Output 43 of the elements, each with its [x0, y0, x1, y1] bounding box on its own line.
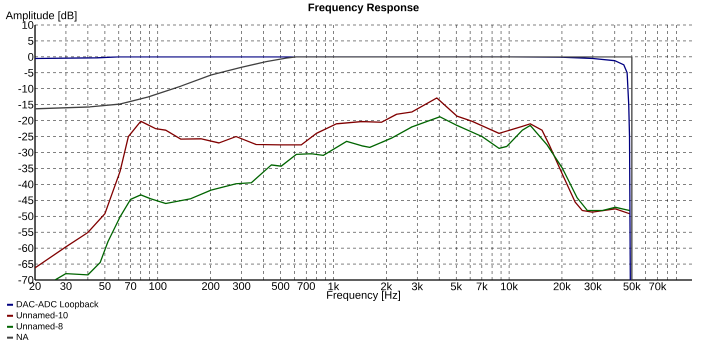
- y-tick-label: -10: [18, 84, 34, 93]
- legend-label: NA: [16, 334, 29, 340]
- y-tick-label: 10: [22, 21, 34, 29]
- x-tick-label: 200: [202, 282, 220, 290]
- y-tick-label: 5: [28, 37, 34, 45]
- x-tick-label: 30k: [584, 282, 602, 290]
- chart-title: Frequency Response: [308, 4, 419, 14]
- x-tick-label: 7k: [476, 282, 488, 290]
- y-tick-label: -25: [18, 132, 34, 140]
- y-tick-label: -70: [18, 276, 34, 284]
- y-tick-label: -5: [24, 68, 34, 77]
- x-tick-label: 3k: [412, 282, 424, 290]
- y-tick-label: -35: [18, 164, 34, 172]
- x-tick-label: 20k: [554, 282, 571, 290]
- legend-label: DAC-ADC Loopback: [16, 300, 99, 310]
- y-tick-label: 0: [28, 52, 34, 61]
- x-tick-label: 1k: [328, 282, 340, 290]
- y-tick-label: -20: [18, 116, 34, 125]
- y-tick-label: -55: [18, 228, 34, 236]
- y-tick-label: -50: [18, 212, 34, 220]
- legend-label: Unnamed-10: [16, 312, 68, 318]
- x-tick-label: 70k: [649, 282, 666, 290]
- y-tick-label: -15: [18, 100, 34, 109]
- legend-label: Unnamed-8: [16, 322, 63, 330]
- x-tick-label: 2k: [381, 282, 392, 290]
- x-tick-label: 50k: [623, 282, 641, 290]
- y-tick-label: -60: [18, 244, 34, 252]
- x-tick-label: 700: [298, 282, 315, 290]
- x-tick-label: 500: [272, 282, 290, 290]
- x-tick-label: 20: [29, 282, 41, 290]
- x-tick-label: 30: [60, 282, 72, 290]
- x-tick-label: 70: [125, 282, 136, 290]
- y-tick-label: -45: [18, 196, 34, 204]
- y-tick-label: -65: [18, 260, 34, 268]
- y-tick-label: -40: [18, 180, 34, 188]
- x-tick-label: 100: [149, 282, 167, 290]
- x-tick-label: 50: [99, 282, 111, 290]
- y-axis-title: Amplitude [dB]: [6, 11, 76, 22]
- x-tick-label: 5k: [450, 282, 462, 290]
- x-axis-title: Frequency [Hz]: [327, 290, 400, 302]
- y-tick-label: -30: [18, 148, 34, 156]
- x-tick-label: 10k: [501, 282, 518, 290]
- x-tick-label: 300: [232, 282, 250, 290]
